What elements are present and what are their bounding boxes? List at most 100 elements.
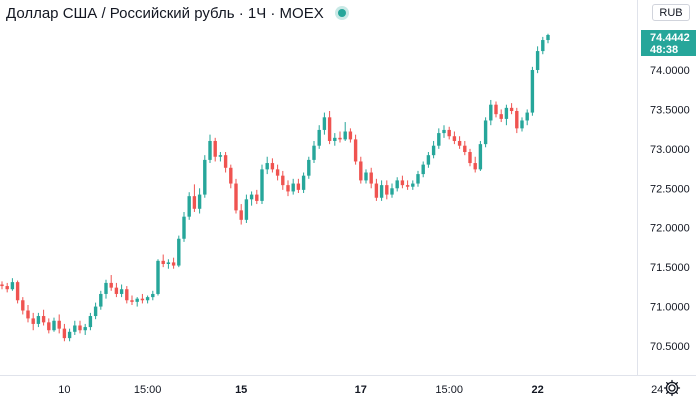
candle[interactable]: [182, 211, 186, 242]
candle[interactable]: [234, 178, 238, 214]
candle[interactable]: [405, 180, 410, 190]
candle[interactable]: [312, 140, 316, 164]
candle[interactable]: [504, 104, 509, 126]
candle[interactable]: [83, 323, 87, 335]
candle[interactable]: [104, 279, 108, 299]
candle[interactable]: [0, 281, 4, 290]
candle[interactable]: [457, 136, 462, 149]
candle[interactable]: [530, 66, 535, 116]
candle[interactable]: [140, 293, 145, 304]
candle[interactable]: [239, 204, 243, 225]
candle[interactable]: [26, 304, 30, 323]
candle[interactable]: [447, 126, 451, 140]
candle[interactable]: [296, 178, 301, 194]
candle[interactable]: [494, 101, 498, 118]
candle[interactable]: [10, 278, 15, 291]
candle[interactable]: [400, 175, 405, 189]
candle[interactable]: [156, 259, 160, 296]
candle[interactable]: [203, 155, 207, 198]
candle[interactable]: [463, 140, 467, 156]
candle[interactable]: [161, 254, 165, 268]
candle[interactable]: [78, 320, 82, 334]
candle[interactable]: [426, 152, 431, 168]
candle[interactable]: [192, 184, 197, 212]
candle[interactable]: [478, 140, 483, 171]
candle[interactable]: [114, 282, 119, 298]
candle[interactable]: [41, 309, 46, 326]
candle[interactable]: [431, 140, 436, 159]
candle[interactable]: [291, 178, 295, 195]
candle[interactable]: [36, 312, 41, 328]
candle[interactable]: [270, 158, 275, 173]
candle[interactable]: [47, 318, 51, 334]
symbol-title[interactable]: Доллар США / Российский рубль · 1Ч · MOE…: [6, 4, 324, 22]
candle[interactable]: [187, 192, 191, 220]
candle[interactable]: [109, 275, 113, 291]
candle[interactable]: [369, 167, 373, 189]
candle[interactable]: [353, 134, 358, 165]
candle[interactable]: [515, 107, 519, 134]
candle[interactable]: [301, 172, 306, 194]
candle[interactable]: [317, 125, 321, 149]
candle[interactable]: [348, 128, 353, 143]
candle[interactable]: [385, 180, 389, 200]
candle[interactable]: [130, 295, 134, 305]
candle[interactable]: [442, 125, 446, 138]
candle[interactable]: [535, 46, 540, 74]
candle[interactable]: [359, 156, 363, 184]
candle[interactable]: [244, 194, 249, 223]
candle[interactable]: [468, 148, 472, 167]
candle[interactable]: [307, 156, 311, 179]
market-status-dot[interactable]: [337, 9, 346, 17]
candle[interactable]: [483, 117, 488, 148]
candle[interactable]: [125, 286, 129, 304]
candle[interactable]: [177, 235, 181, 268]
candle[interactable]: [229, 164, 233, 189]
candle[interactable]: [31, 312, 35, 331]
currency-button[interactable]: RUB: [652, 4, 690, 21]
candle[interactable]: [509, 103, 514, 115]
candle[interactable]: [395, 177, 399, 192]
candle[interactable]: [525, 109, 529, 126]
candle[interactable]: [93, 302, 98, 320]
candle[interactable]: [73, 320, 77, 335]
candle[interactable]: [499, 109, 503, 123]
candle[interactable]: [119, 284, 124, 298]
candle[interactable]: [166, 259, 171, 269]
candle[interactable]: [546, 33, 550, 44]
candle[interactable]: [520, 117, 524, 132]
candle[interactable]: [213, 137, 217, 162]
candle[interactable]: [473, 156, 477, 173]
candle[interactable]: [489, 99, 493, 126]
candle[interactable]: [327, 111, 332, 145]
candle[interactable]: [421, 161, 425, 178]
candle[interactable]: [333, 133, 337, 146]
candle[interactable]: [5, 282, 9, 293]
candle[interactable]: [411, 180, 415, 190]
candle[interactable]: [322, 112, 327, 135]
candle[interactable]: [171, 257, 176, 269]
candle[interactable]: [275, 164, 280, 181]
candle[interactable]: [286, 180, 290, 197]
candle[interactable]: [21, 297, 25, 315]
candle[interactable]: [364, 169, 368, 184]
gear-icon[interactable]: [663, 379, 681, 397]
candle[interactable]: [374, 178, 379, 201]
candle[interactable]: [416, 170, 420, 187]
candle[interactable]: [135, 297, 139, 307]
candle[interactable]: [57, 314, 61, 334]
candle[interactable]: [62, 323, 67, 342]
candle[interactable]: [437, 128, 441, 149]
candle[interactable]: [52, 317, 56, 332]
candle[interactable]: [265, 156, 269, 175]
candle[interactable]: [197, 188, 202, 214]
candle[interactable]: [541, 36, 545, 55]
candle[interactable]: [218, 152, 223, 162]
candle[interactable]: [343, 122, 347, 141]
candle[interactable]: [223, 152, 228, 173]
candle[interactable]: [379, 180, 384, 201]
candle[interactable]: [255, 189, 259, 205]
time-axis[interactable]: 10 15:00 15 17 15:00 22 24: [58, 384, 663, 396]
candle[interactable]: [208, 134, 212, 164]
